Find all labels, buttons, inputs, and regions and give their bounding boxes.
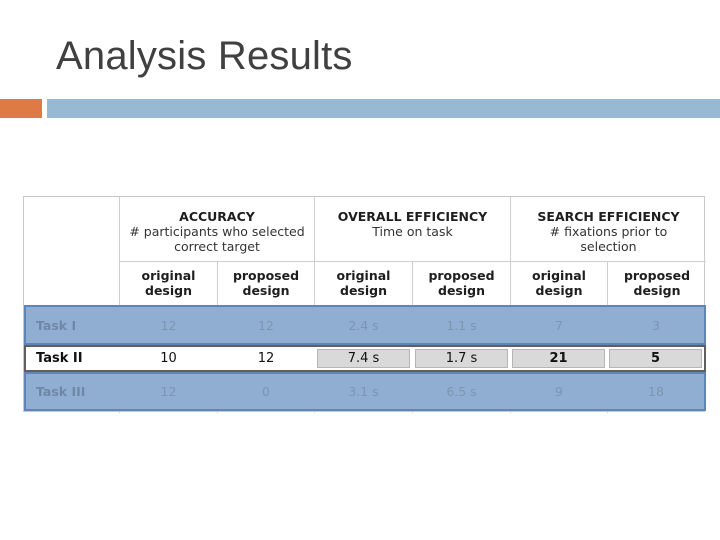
group-header-overall-efficiency: OVERALL EFFICIENCY Time on task <box>315 203 510 259</box>
table-cell: 12 <box>258 317 274 333</box>
group-subtitle: # fixations prior to selection <box>549 223 668 254</box>
col-header: original design <box>336 268 391 298</box>
col-header: original design <box>141 268 196 298</box>
group-subtitle: # participants who selected correct targ… <box>129 223 305 254</box>
group-header-accuracy: ACCURACY # participants who selected cor… <box>120 203 314 259</box>
table-cell: 18 <box>648 384 664 399</box>
accent-bar-orange <box>0 99 42 118</box>
col-header: proposed design <box>428 268 495 298</box>
group-header-search-efficiency: SEARCH EFFICIENCY # fixations prior to s… <box>511 203 706 259</box>
table-cell: 6.5 s <box>446 384 477 399</box>
row-label: Task III <box>36 384 86 399</box>
table-cell: 12 <box>160 384 177 399</box>
table-cell: 10 <box>160 351 177 366</box>
table-cell: 12 <box>257 351 275 366</box>
group-subtitle: Time on task <box>372 224 453 239</box>
col-header: original design <box>532 268 586 298</box>
slide-title: Analysis Results <box>56 34 353 78</box>
table-row-highlighted: Task II 10 12 7.4 s 1.7 s 21 5 <box>24 345 706 372</box>
group-title: SEARCH EFFICIENCY <box>537 208 680 224</box>
accent-bar-blue <box>47 99 720 118</box>
table-cell: 7.4 s <box>317 349 410 368</box>
table-cell: 2.4 s <box>348 317 379 333</box>
table-cell: 3.1 s <box>348 384 379 399</box>
table-cell: 12 <box>160 317 177 333</box>
row-label: Task II <box>36 351 83 366</box>
col-header: proposed design <box>623 268 691 298</box>
col-header: proposed design <box>232 268 300 298</box>
row-label: Task I <box>36 317 77 333</box>
grid-line <box>119 261 706 262</box>
results-table: ACCURACY # participants who selected cor… <box>23 196 706 413</box>
table-cell: 7 <box>555 317 563 333</box>
table-row: Task III 12 0 3.1 s 6.5 s 9 18 <box>24 372 706 411</box>
table-cell: 1.7 s <box>415 349 508 368</box>
table-cell: 9 <box>555 384 563 399</box>
table-row: Task I 12 12 2.4 s 1.1 s 7 3 <box>24 305 706 345</box>
table-cell: 5 <box>609 349 702 368</box>
table-cell: 0 <box>262 384 270 399</box>
group-title: OVERALL EFFICIENCY <box>337 209 488 224</box>
table-cell: 21 <box>512 349 605 368</box>
table-cell: 3 <box>652 317 660 333</box>
group-title: ACCURACY <box>179 208 255 224</box>
table-cell: 1.1 s <box>446 317 477 333</box>
